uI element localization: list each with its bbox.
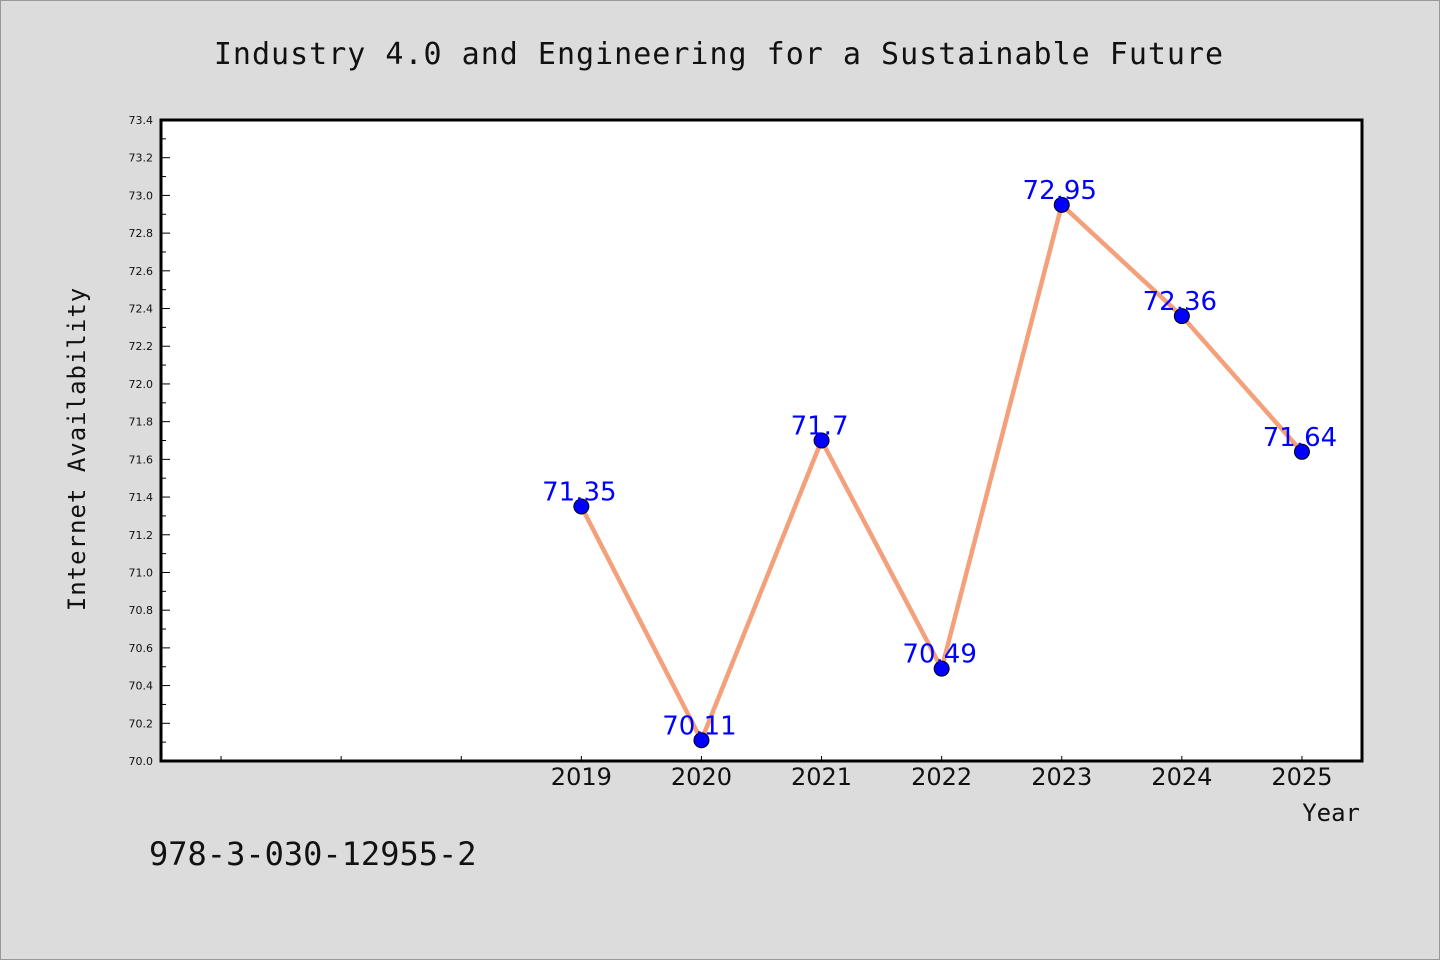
x-tick-label: 2021 (791, 763, 852, 791)
data-point-marker (1293, 443, 1310, 460)
x-tick-label: 2023 (1031, 763, 1092, 791)
y-tick-label: 71.6 (129, 453, 154, 466)
y-tick-label: 71.2 (129, 529, 154, 542)
y-tick-label: 72.4 (129, 303, 154, 316)
y-tick-label: 73.0 (129, 189, 154, 202)
y-tick-label: 70.0 (129, 755, 154, 768)
y-tick-label: 70.8 (129, 604, 154, 617)
y-tick-label: 71.4 (129, 491, 154, 504)
y-axis: 70.0 70.2 70.4 70.6 70.8 71.0 71.2 71.4 71.6 71.8… (129, 114, 170, 768)
plot-frame (159, 118, 1364, 763)
data-point-label: 70.11 (662, 711, 736, 741)
x-tick-label: 2020 (671, 763, 732, 791)
y-tick-label: 70.6 (129, 642, 154, 655)
y-axis-label: Internet Availability (63, 287, 91, 611)
footnote-isbn: 978-3-030-12955-2 (149, 835, 477, 873)
data-point-marker (933, 660, 950, 677)
data-point-label: 71.35 (542, 477, 616, 507)
y-tick-label: 72.8 (129, 227, 154, 240)
data-point-marker (813, 432, 830, 449)
data-point-label: 72.36 (1143, 287, 1217, 317)
data-point-label: 72.95 (1023, 176, 1097, 206)
series-layer: 71.35 70.11 71.7 70.49 72.95 72.36 71.64 (542, 176, 1337, 749)
data-point-marker (573, 498, 590, 515)
y-tick-label: 71.8 (129, 416, 154, 429)
plot-area (161, 120, 1362, 761)
x-axis: 2019 2020 2021 2022 2023 2024 2025 (220, 756, 1332, 791)
y-tick-label: 70.4 (129, 680, 154, 693)
data-point-marker (1173, 308, 1190, 325)
x-tick-label: 2024 (1151, 763, 1212, 791)
data-point-marker (1053, 196, 1070, 213)
chart-title: Industry 4.0 and Engineering for a Susta… (214, 37, 1224, 72)
x-tick-label: 2019 (551, 763, 612, 791)
data-point-label: 71.7 (791, 412, 849, 442)
x-tick-label: 2025 (1271, 763, 1332, 791)
y-tick-label: 72.6 (129, 265, 154, 278)
y-tick-label: 70.2 (129, 717, 154, 730)
x-axis-label: Year (1302, 799, 1360, 827)
y-tick-label: 71.0 (129, 566, 154, 579)
data-point-label: 71.64 (1263, 423, 1337, 453)
data-point-marker (693, 732, 710, 749)
x-tick-label: 2022 (911, 763, 972, 791)
y-tick-label: 72.0 (129, 378, 154, 391)
y-tick-label: 72.2 (129, 340, 154, 353)
y-tick-label: 73.2 (129, 152, 154, 165)
data-point-label: 70.49 (902, 640, 976, 670)
y-tick-label: 73.4 (129, 114, 154, 127)
